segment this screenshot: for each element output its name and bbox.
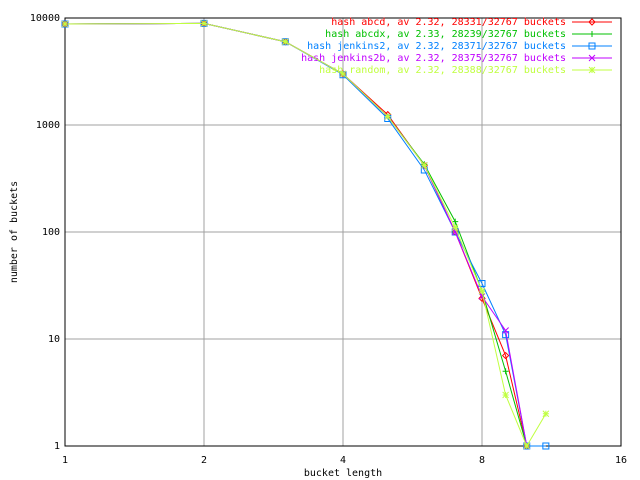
- point: [502, 368, 509, 375]
- x-tick-label: 16: [615, 455, 627, 466]
- series-line: [64, 22, 546, 447]
- point: [200, 19, 208, 27]
- point: [339, 71, 347, 79]
- point: [588, 54, 596, 62]
- point: [478, 287, 486, 295]
- plot-frame: [64, 17, 622, 447]
- series-line: [64, 22, 547, 448]
- point: [61, 20, 69, 28]
- point: [588, 18, 596, 26]
- point: [588, 42, 596, 50]
- point: [588, 66, 596, 74]
- x-tick-label: 8: [479, 455, 485, 466]
- y-tick-label: 1000: [36, 120, 60, 131]
- point: [523, 442, 531, 450]
- x-axis-label: bucket length: [304, 468, 382, 479]
- point: [339, 70, 347, 78]
- point: [384, 113, 392, 120]
- legend-label: hash jenkins2b, av 2.32, 28375/32767 buc…: [301, 53, 566, 64]
- x-tick-label: 1: [62, 455, 68, 466]
- y-tick-label: 100: [42, 227, 60, 238]
- y-tick-label: 1: [54, 441, 60, 452]
- point: [502, 327, 509, 334]
- point: [61, 20, 69, 28]
- point: [478, 294, 486, 303]
- y-tick-label: 10: [48, 334, 60, 345]
- point: [542, 410, 550, 418]
- point: [589, 31, 595, 37]
- x-tick-label: 4: [340, 455, 346, 466]
- point: [542, 442, 550, 450]
- point: [452, 218, 459, 225]
- x-tick-label: 2: [201, 455, 207, 466]
- y-axis-label: number of buckets: [9, 181, 20, 283]
- point: [501, 351, 510, 360]
- y-tick-label: 10000: [30, 13, 60, 24]
- point: [281, 38, 289, 46]
- point: [420, 161, 428, 169]
- point: [281, 38, 289, 46]
- legend-label: hash abcd, av 2.32, 28331/32767 buckets: [331, 17, 566, 28]
- legend-label: hash random, av 2.32, 28388/32767 bucket…: [319, 65, 566, 76]
- legend-label: hash abcdx, av 2.33, 28239/32767 buckets: [325, 29, 566, 40]
- point: [200, 20, 208, 27]
- point: [451, 224, 459, 231]
- legend-label: hash jenkins2, av 2.32, 28371/32767 buck…: [307, 41, 566, 52]
- point: [502, 391, 509, 399]
